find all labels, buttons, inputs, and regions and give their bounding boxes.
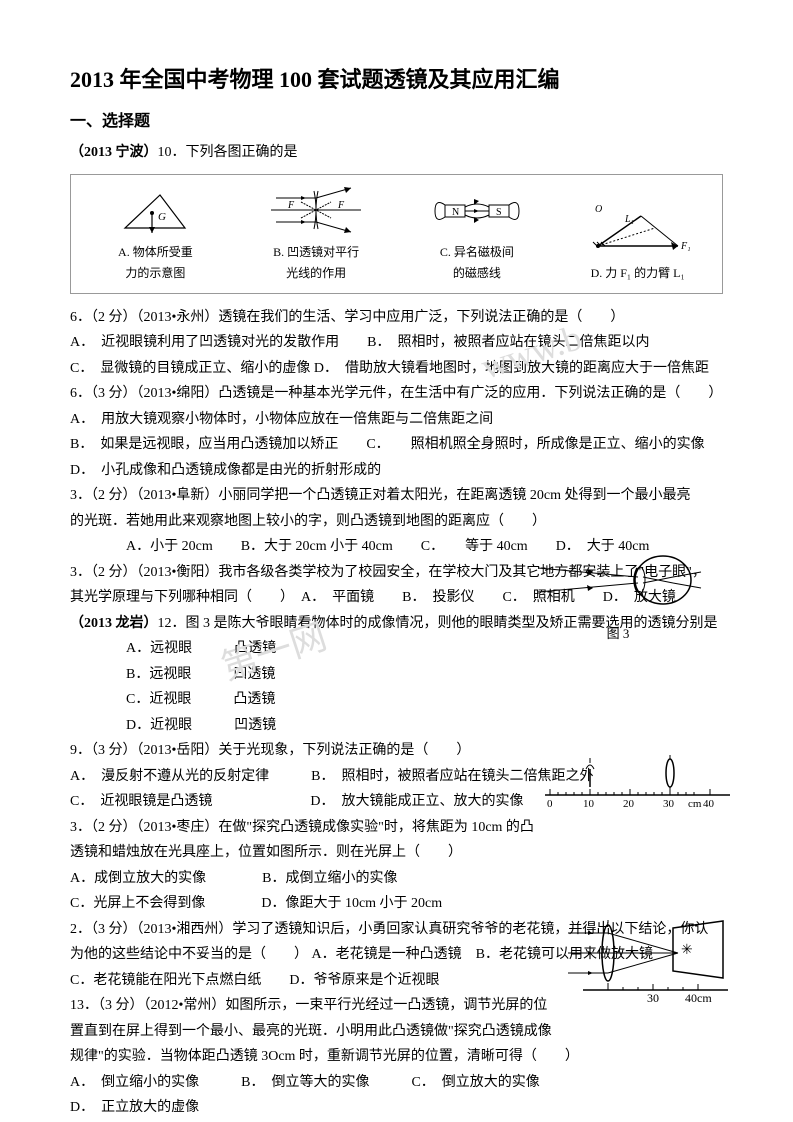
- figure-row: G A. 物体所受重 力的示意图 F F B. 凹透镜对平行 光线的作用 N S: [70, 174, 723, 294]
- figure-c: N S C. 异名磁极间 的磁感线: [397, 183, 558, 285]
- figure-caption: D. 力 F₁ 的力臂 L₁: [557, 263, 718, 285]
- svg-text:G: G: [158, 211, 166, 223]
- question-text: A． 用放大镜观察小物体时，小物体应放在一倍焦距与二倍焦距之间: [70, 408, 723, 433]
- svg-text:L₁: L₁: [624, 214, 634, 225]
- eye-diagram: 图 3: [533, 550, 703, 646]
- ruler-mark: 40: [703, 798, 715, 810]
- svg-text:F: F: [287, 200, 295, 211]
- figure-d: F₁ L₁ O D. 力 F₁ 的力臂 L₁: [557, 204, 718, 285]
- ruler-mark: 40cm: [685, 991, 712, 1003]
- option-c: C．近视眼 凸透镜: [70, 688, 723, 713]
- lever-arm-icon: F₁ L₁ O: [583, 204, 693, 259]
- ruler-mark: 20: [623, 798, 635, 810]
- section-heading: 一、选择题: [70, 108, 723, 137]
- figure-b: F F B. 凹透镜对平行 光线的作用: [236, 183, 397, 285]
- option-d: D． 正立放大的虚像: [70, 1096, 723, 1121]
- magnetic-field-icon: N S: [427, 183, 527, 238]
- concave-lens-icon: F F: [266, 183, 366, 238]
- question-text: 6．（2 分）（2013•永州）透镜在我们的生活、学习中应用广泛，下列说法正确的…: [70, 306, 723, 331]
- figure-caption: 的磁感线: [397, 263, 558, 285]
- eye-icon: [533, 550, 703, 615]
- question-text: A．成倒立放大的实像 B．成倒立缩小的实像: [70, 867, 723, 892]
- figure-a: G A. 物体所受重 力的示意图: [75, 183, 236, 285]
- ruler-mark: 30: [663, 798, 675, 810]
- option-d: D．近视眼 凹透镜: [70, 714, 723, 739]
- svg-text:F₁: F₁: [680, 241, 691, 252]
- question-text: 3．（2 分）（2013•枣庄）在做"探究凸透镜成像实验"时，将焦距为 10cm…: [70, 816, 723, 841]
- question-text: D． 小孔成像和凸透镜成像都是由光的折射形成的: [70, 459, 723, 484]
- question-text: C．光屏上不会得到像 D．像距大于 10cm 小于 20cm: [70, 892, 723, 917]
- gravity-diagram-icon: G: [110, 183, 200, 238]
- svg-text:F: F: [337, 200, 345, 211]
- svg-text:N: N: [452, 207, 459, 218]
- question-text: 规律"的实验．当物体距凸透镜 3Ocm 时，重新调节光屏的位置，清晰可得（ ）: [70, 1045, 723, 1070]
- document-title: 2013 年全国中考物理 100 套试题透镜及其应用汇编: [70, 60, 723, 100]
- q10-header: （2013 宁波）10．下列各图正确的是: [70, 140, 723, 165]
- figure-caption: A. 物体所受重: [75, 242, 236, 264]
- svg-text:S: S: [496, 207, 502, 218]
- optical-bench-diagram: 0 10 20 30 cm 40: [540, 755, 735, 819]
- convex-lens-diagram: ✳ 30 40cm: [563, 918, 733, 1012]
- question-text: 6．（3 分）（2013•绵阳）凸透镜是一种基本光学元件，在生活中有广泛的应用．…: [70, 382, 723, 407]
- question-text: A． 近视眼镜利用了凹透镜对光的发散作用 B． 照相时，被照者应站在镜头二倍焦距…: [70, 331, 723, 356]
- figure-caption: 力的示意图: [75, 263, 236, 285]
- question-text: 的光斑．若她用此来观察地图上较小的字，则凸透镜到地图的距离应（ ）: [70, 510, 723, 535]
- question-text: 透镜和蜡烛放在光具座上，位置如图所示．则在光屏上（ ）: [70, 841, 723, 866]
- question-text: C． 显微镜的目镜成正立、缩小的虚像 D． 借助放大镜看地图时，地图到放大镜的距…: [70, 357, 723, 382]
- svg-text:✳: ✳: [681, 943, 693, 958]
- option-b: B．远视眼 凹透镜: [70, 663, 723, 688]
- figure-caption: B. 凹透镜对平行: [236, 242, 397, 264]
- question-text: B． 如果是远视眼，应当用凸透镜加以矫正 C． 照相机照全身照时，所成像是正立、…: [70, 433, 723, 458]
- question-text: 3．（2 分）（2013•阜新）小丽同学把一个凸透镜正对着太阳光，在距离透镜 2…: [70, 484, 723, 509]
- ruler-mark: 0: [547, 798, 553, 810]
- figure-caption: C. 异名磁极间: [397, 242, 558, 264]
- ruler-mark: 10: [583, 798, 595, 810]
- ruler-icon: 0 10 20 30 cm 40: [540, 755, 735, 810]
- question-text: 置直到在屏上得到一个最小、最亮的光斑．小明用此凸透镜做"探究凸透镜成像: [70, 1020, 723, 1045]
- lens-screen-icon: ✳ 30 40cm: [563, 918, 733, 1003]
- ruler-mark: cm: [688, 798, 702, 810]
- figure-label: 图 3: [533, 622, 703, 645]
- question-options: A． 倒立缩小的实像 B． 倒立等大的实像 C． 倒立放大的实像: [70, 1071, 723, 1096]
- svg-text:O: O: [595, 204, 602, 215]
- figure-caption: 光线的作用: [236, 263, 397, 285]
- ruler-mark: 30: [647, 991, 659, 1003]
